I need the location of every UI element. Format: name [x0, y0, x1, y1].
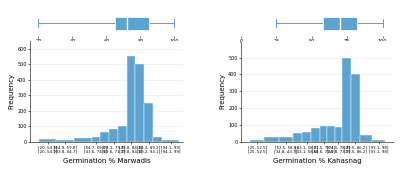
Bar — [127, 56, 136, 142]
Bar — [328, 126, 335, 142]
Bar — [74, 138, 92, 142]
Bar — [279, 137, 293, 142]
Bar — [360, 135, 372, 142]
Bar — [351, 75, 360, 142]
Bar — [100, 132, 109, 142]
Bar — [302, 132, 311, 142]
Bar — [162, 140, 180, 142]
Bar — [136, 64, 144, 142]
Bar — [342, 58, 351, 142]
Bar — [311, 128, 320, 142]
Bar — [153, 137, 162, 142]
Y-axis label: Frequency: Frequency — [8, 73, 14, 109]
Bar — [323, 17, 357, 30]
Bar — [320, 127, 328, 142]
X-axis label: Germination % Kahasnag: Germination % Kahasnag — [273, 158, 362, 164]
Bar — [92, 137, 100, 142]
Bar — [118, 126, 127, 142]
Bar — [335, 127, 342, 142]
Bar — [39, 139, 56, 142]
Bar — [144, 103, 153, 142]
Bar — [109, 129, 118, 142]
Bar — [250, 140, 264, 142]
Bar — [372, 140, 385, 142]
Bar — [115, 17, 149, 30]
Bar — [56, 140, 74, 142]
Bar — [264, 137, 279, 142]
Bar — [293, 133, 302, 142]
Y-axis label: Frequency: Frequency — [220, 73, 226, 109]
X-axis label: Germination % Marwadis: Germination % Marwadis — [63, 158, 150, 164]
